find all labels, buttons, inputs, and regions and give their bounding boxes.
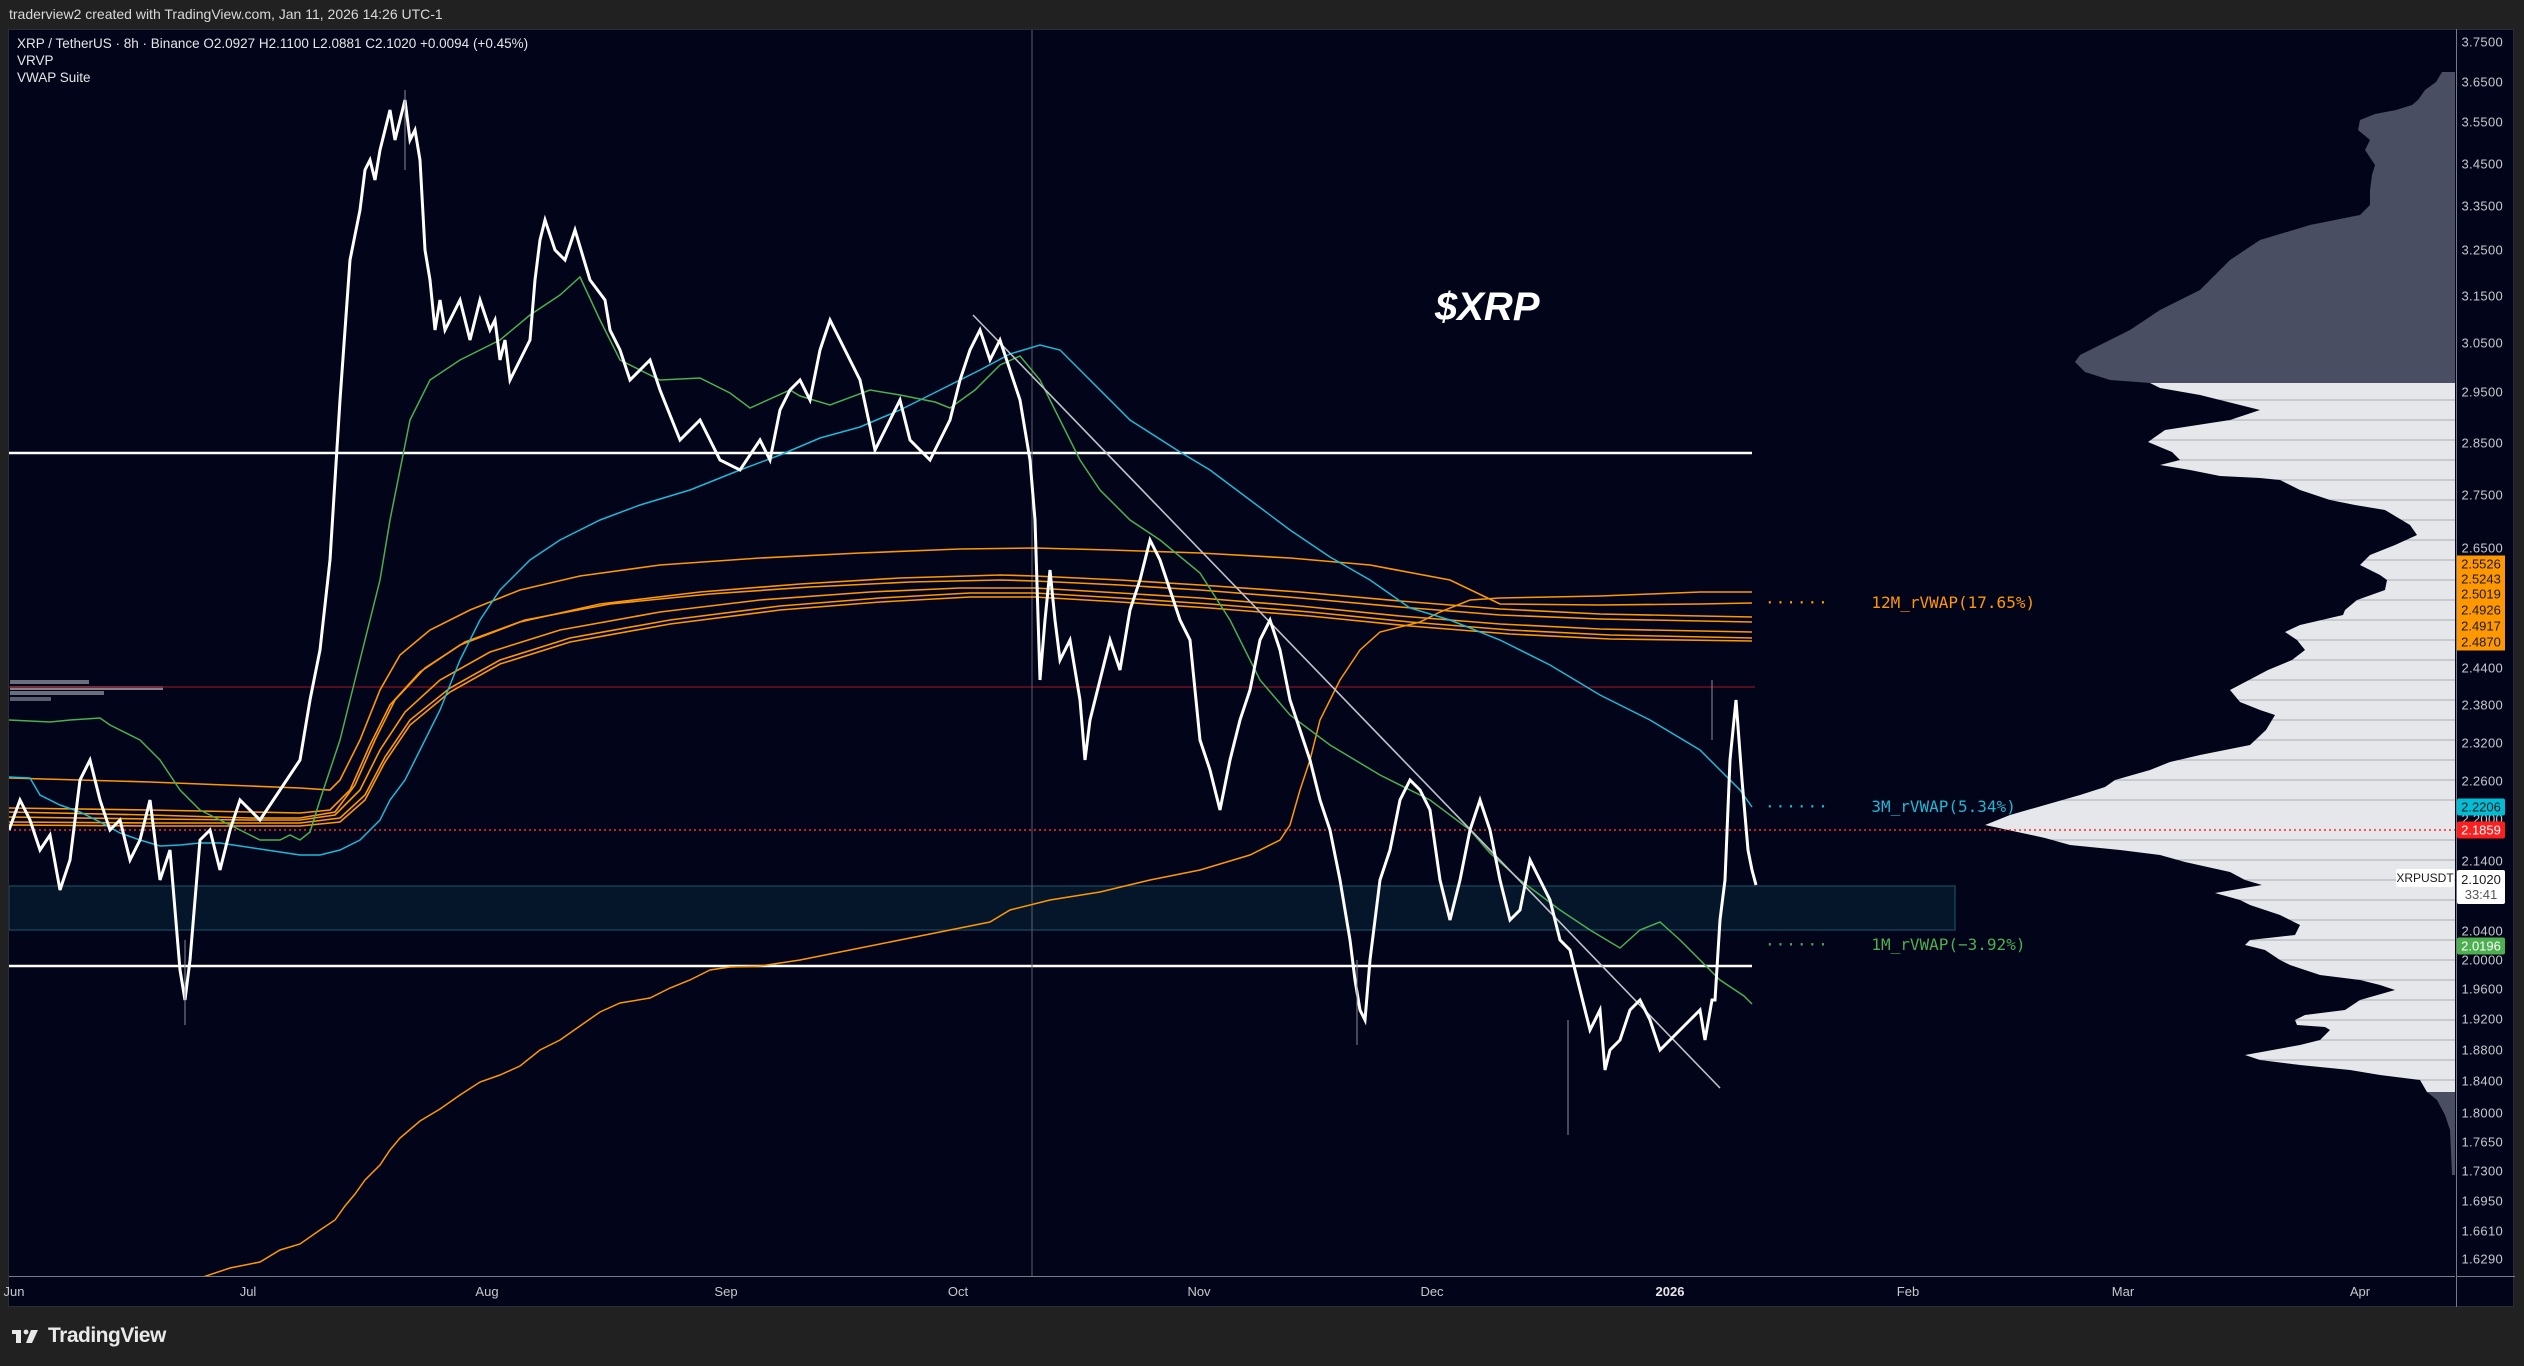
- price-tick-label: 1.9200: [2461, 1011, 2503, 1027]
- candle-wicks: [184, 90, 1713, 1135]
- vwap-1m-price-tag: 2.0196: [2457, 937, 2505, 955]
- vwap-12m-price-tag: 2.4917: [2457, 617, 2505, 635]
- price-tick-label: 2.7500: [2461, 487, 2503, 503]
- time-tick-label: Jun: [3, 1284, 25, 1299]
- support-zone: [9, 885, 1956, 931]
- indicator-vwap-suite[interactable]: VWAP Suite: [17, 70, 91, 85]
- price-tick-label: 1.7650: [2461, 1134, 2503, 1150]
- price-tick-label: 3.3500: [2461, 198, 2503, 214]
- tradingview-brand: TradingView: [12, 1324, 166, 1348]
- price-tick-label: 1.6610: [2461, 1223, 2503, 1239]
- price-tick-label: 1.8400: [2461, 1073, 2503, 1089]
- price-tick-label: 3.1500: [2461, 288, 2503, 304]
- left-volume-bars: [10, 680, 163, 701]
- vwap-12m-bands: [9, 547, 1753, 827]
- vwap-3m-price-tag: 2.2206: [2457, 798, 2505, 816]
- brand-name: TradingView: [48, 1324, 166, 1347]
- price-tick-label: 2.0400: [2461, 923, 2503, 939]
- time-tick-label: Dec: [1420, 1284, 1444, 1299]
- price-tick-label: 2.3800: [2461, 697, 2503, 713]
- vwap-1m-label: ······ 1M_rVWAP(−3.92%): [1765, 935, 2026, 954]
- indicator-vrvp[interactable]: VRVP: [17, 53, 54, 68]
- vwap-1m-line: [9, 275, 1753, 1005]
- price-tick-label: 2.9500: [2461, 384, 2503, 400]
- chart-legend: XRP / TetherUS · 8h · Binance O2.0927 H2…: [17, 35, 528, 86]
- vwap-3m-line: [9, 344, 1753, 856]
- price-tick-label: 2.1400: [2461, 853, 2503, 869]
- symbol-ohlc-line: XRP / TetherUS · 8h · Binance O2.0927 H2…: [17, 36, 529, 51]
- price-tick-label: 3.4500: [2461, 156, 2503, 172]
- vwap-12m-label: ······ 12M_rVWAP(17.65%): [1765, 593, 2036, 612]
- price-tick-label: 3.0500: [2461, 335, 2503, 351]
- price-tick-label: 2.4400: [2461, 660, 2503, 676]
- time-tick-label: Mar: [2111, 1284, 2135, 1299]
- vwap-12m-price-tag: 2.4926: [2457, 601, 2505, 619]
- symbol-tag: XRPUSDT: [2396, 869, 2454, 887]
- vwap-3m-label: ······ 3M_rVWAP(5.34%): [1765, 797, 2016, 816]
- price-tick-label: 1.9600: [2461, 981, 2503, 997]
- price-tick-label: 3.2500: [2461, 242, 2503, 258]
- vwap-12m-price-tag: 2.5019: [2457, 585, 2505, 603]
- time-tick-label: Sep: [714, 1284, 738, 1299]
- price-tick-label: 1.7300: [2461, 1163, 2503, 1179]
- price-tick-label: 1.8800: [2461, 1042, 2503, 1058]
- price-tick-label: 2.3200: [2461, 735, 2503, 751]
- price-tick-label: 2.2600: [2461, 773, 2503, 789]
- price-candles: [9, 99, 1758, 1071]
- vwap-anchored-orange: [203, 591, 1752, 1276]
- last-price-tag: 2.1020 33:41: [2457, 870, 2505, 904]
- time-tick-label: Jul: [239, 1284, 257, 1299]
- time-tick-label: 2026: [1655, 1284, 1685, 1299]
- tradingview-logo-icon: [12, 1329, 38, 1343]
- price-tick-label: 2.0000: [2461, 952, 2503, 968]
- chart-annotation-title: $XRP: [1435, 285, 1540, 329]
- axis-corner: [2456, 1276, 2515, 1307]
- price-tick-label: 3.7500: [2461, 34, 2503, 50]
- time-tick-label: Aug: [475, 1284, 499, 1299]
- descending-trendline: [972, 314, 1721, 1089]
- time-axis[interactable]: Jun Jul Aug Sep Oct Nov Dec 2026 Feb Mar Apr: [4, 1276, 2455, 1307]
- price-axis[interactable]: 3.7500 3.6500 3.5500 3.4500 3.3500 3.2500 3.15…: [2456, 29, 2515, 1276]
- price-tick-label: 1.6290: [2461, 1251, 2503, 1267]
- price-tick-label: 3.5500: [2461, 114, 2503, 130]
- price-tick-label: 3.6500: [2461, 74, 2503, 90]
- vwap-12m-price-tag: 2.5243: [2457, 570, 2505, 588]
- vwap-12m-price-tag: 2.4870: [2457, 633, 2505, 651]
- time-tick-label: Feb: [1896, 1284, 1920, 1299]
- volume-profile-vrvp: [1985, 72, 2455, 1175]
- price-tick-label: 1.8000: [2461, 1105, 2503, 1121]
- time-tick-label: Nov: [1187, 1284, 1211, 1299]
- last-price: 2.1020: [2461, 872, 2501, 887]
- chart-credit: traderview2 created with TradingView.com…: [9, 6, 443, 22]
- vwap-12m-price-tag: 2.5526: [2457, 555, 2505, 573]
- time-tick-label: Oct: [947, 1284, 969, 1299]
- price-tick-label: 2.6500: [2461, 540, 2503, 556]
- price-tick-label: 1.6950: [2461, 1193, 2503, 1209]
- bar-countdown: 33:41: [2464, 887, 2498, 902]
- price-tick-label: 2.8500: [2461, 435, 2503, 451]
- red-level-price-tag: 2.1859: [2457, 821, 2505, 839]
- time-tick-label: Apr: [2349, 1284, 2371, 1299]
